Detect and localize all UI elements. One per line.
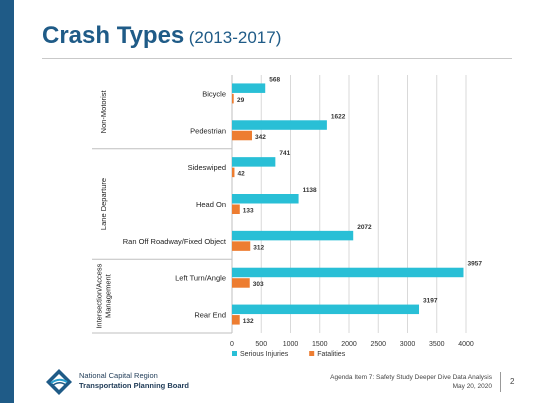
- org-line-1: National Capital Region: [79, 371, 158, 380]
- meeting-date: May 20, 2020: [452, 383, 492, 390]
- category-label: Rear End: [194, 311, 226, 320]
- group-label-line: Intersection/Access: [95, 263, 104, 328]
- bar-serious-injuries: [232, 120, 327, 130]
- bar-serious-injuries: [232, 194, 299, 204]
- bar-fatalities: [232, 241, 251, 251]
- x-tick-label: 3000: [400, 341, 416, 348]
- group-label-line: Non-Motorist: [99, 89, 108, 133]
- x-tick-label: 2000: [341, 341, 357, 348]
- slide-side-bar: [0, 0, 14, 403]
- bar-serious-injuries: [232, 230, 354, 241]
- data-label: 303: [253, 281, 264, 288]
- bar-serious-injuries: [232, 157, 276, 167]
- tpb-logo-icon: [46, 369, 72, 395]
- category-label: Ran Off Roadway/Fixed Object: [123, 237, 227, 246]
- category-label: Head On: [196, 200, 226, 209]
- bar-fatalities: [232, 93, 234, 104]
- page-number: 2: [510, 377, 515, 386]
- legend-swatch-serious: [232, 351, 237, 356]
- bar-fatalities: [232, 167, 235, 178]
- bar-fatalities: [232, 130, 253, 141]
- x-tick-label: 1000: [283, 341, 299, 348]
- agenda-item: Agenda Item 7: Safety Study Deeper Dive …: [330, 374, 492, 381]
- data-label: 132: [243, 318, 254, 325]
- group-label: Non-Motorist: [99, 89, 108, 133]
- data-label: 42: [237, 171, 245, 178]
- legend-label: Serious Injuries: [240, 351, 289, 358]
- data-label: 3197: [423, 298, 438, 305]
- bar-serious-injuries: [232, 267, 464, 278]
- category-label: Left Turn/Angle: [175, 274, 226, 283]
- bar-fatalities: [232, 315, 240, 325]
- bar-serious-injuries: [232, 304, 420, 315]
- x-tick-label: 4000: [458, 341, 474, 348]
- data-label: 3957: [467, 261, 482, 268]
- x-tick-label: 3500: [429, 341, 445, 348]
- group-label: Intersection/AccessManagement: [95, 263, 113, 328]
- title-years: (2013-2017): [188, 28, 282, 47]
- data-label: 133: [243, 208, 254, 215]
- legend-label: Fatalities: [317, 351, 346, 358]
- data-label: 568: [269, 76, 280, 83]
- x-tick-label: 1500: [312, 341, 328, 348]
- legend-swatch-fatal: [309, 351, 315, 356]
- bar-serious-injuries: [232, 83, 266, 93]
- x-tick-label: 2500: [370, 341, 386, 348]
- data-label: 1138: [303, 187, 317, 194]
- title-main: Crash Types: [42, 22, 185, 49]
- group-label-line: Lane Departure: [99, 178, 108, 230]
- data-label: 2072: [357, 224, 372, 231]
- data-label: 29: [237, 97, 245, 104]
- category-label: Bicycle: [202, 89, 226, 98]
- data-label: 342: [255, 134, 266, 141]
- footer-divider: [500, 372, 501, 392]
- group-label-line: Management: [104, 273, 113, 318]
- x-tick-label: 0: [230, 341, 234, 348]
- data-label: 312: [253, 244, 264, 251]
- category-label: Sideswiped: [188, 163, 226, 172]
- org-line-2: Transportation Planning Board: [79, 381, 190, 390]
- bar-fatalities: [232, 204, 240, 214]
- title-rule: [42, 58, 512, 59]
- data-label: 1622: [331, 113, 346, 120]
- data-label: 741: [279, 150, 290, 157]
- agenda-note: Agenda Item 7: Safety Study Deeper Dive …: [330, 373, 492, 391]
- group-label: Lane Departure: [99, 178, 108, 230]
- org-name: National Capital Region Transportation P…: [79, 371, 189, 391]
- bar-fatalities: [232, 278, 250, 288]
- category-label: Pedestrian: [190, 126, 226, 135]
- slide-title: Crash Types (2013-2017): [42, 22, 281, 50]
- x-tick-label: 500: [255, 341, 267, 348]
